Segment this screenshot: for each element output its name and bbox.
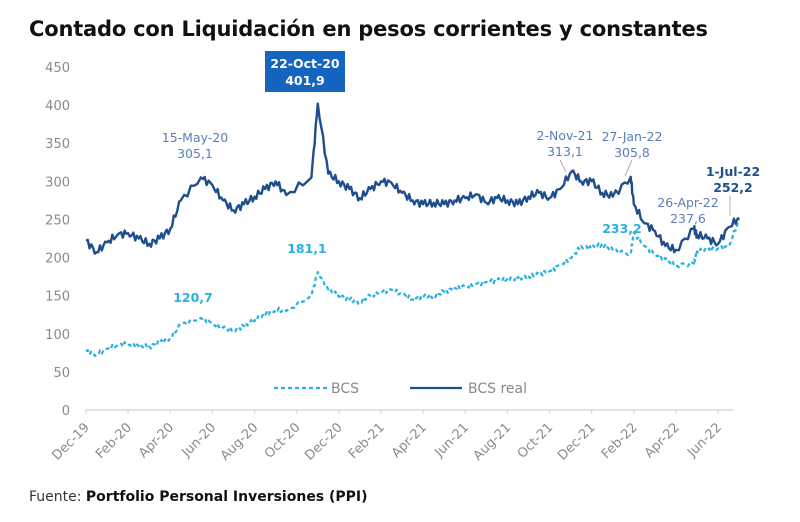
y-tick-label: 300 xyxy=(45,175,70,190)
x-tick-label: Oct-21 xyxy=(515,420,557,462)
annotation-date: 2-Nov-21 xyxy=(537,128,594,143)
y-tick-label: 150 xyxy=(45,290,70,305)
legend: BCS BCS real xyxy=(274,381,527,397)
x-tick-label: Apr-20 xyxy=(136,420,177,461)
leader-line xyxy=(624,159,633,177)
y-axis: 0 50 100 150 200 250 300 350 400 450 xyxy=(45,61,70,419)
annotation-date: 22-Oct-20 xyxy=(270,56,339,71)
x-tick-label: Feb-22 xyxy=(599,420,641,462)
x-tick-label: Apr-22 xyxy=(642,420,683,461)
leader-line xyxy=(559,159,567,173)
x-tick-label: Jun-20 xyxy=(179,420,220,461)
annotation-date: 1-Jul-22 xyxy=(706,164,760,179)
x-tick-label: Oct-20 xyxy=(262,420,304,462)
annotation-date: 15-May-20 xyxy=(162,130,229,145)
x-tick-label: Feb-20 xyxy=(93,420,135,462)
annotation-value: 305,8 xyxy=(614,145,650,160)
x-tick-label: Feb-21 xyxy=(346,420,388,462)
series-group xyxy=(85,102,741,357)
annotation-date: 27-Jan-22 xyxy=(602,129,663,144)
annotation-date: 26-Apr-22 xyxy=(657,195,718,210)
annotation-value: 305,1 xyxy=(177,146,213,161)
y-tick-label: 350 xyxy=(45,137,70,152)
annotation-value-bcs: 120,7 xyxy=(173,290,213,305)
x-tick-label: Jun-21 xyxy=(431,420,472,461)
x-tick-label: Apr-21 xyxy=(389,420,430,461)
y-tick-label: 400 xyxy=(45,99,70,114)
source-note: Fuente: Portfolio Personal Inversiones (… xyxy=(29,489,368,505)
series-line-bcs-real xyxy=(85,102,740,255)
legend-label-bcs: BCS xyxy=(331,381,359,397)
x-tick-label: Aug-21 xyxy=(471,420,515,464)
chart-title: Contado con Liquidación en pesos corrien… xyxy=(29,17,708,41)
x-tick-label: Jun-22 xyxy=(684,420,725,461)
y-tick-label: 200 xyxy=(45,252,70,267)
source-name: Portfolio Personal Inversiones (PPI) xyxy=(85,489,368,505)
y-tick-label: 0 xyxy=(62,404,70,419)
annotation-value-bcs: 233,2 xyxy=(602,221,642,236)
legend-label-bcs-real: BCS real xyxy=(468,381,527,397)
annotation-value: 313,1 xyxy=(547,144,583,159)
annotation-value-bcs: 181,1 xyxy=(287,241,327,256)
series-line-bcs xyxy=(85,218,741,357)
y-tick-label: 50 xyxy=(53,366,70,381)
highlight-box xyxy=(265,51,345,92)
annotation-value: 252,2 xyxy=(713,180,753,195)
annotation-value: 401,9 xyxy=(285,73,325,88)
source-label: Fuente: xyxy=(29,489,82,505)
y-tick-label: 250 xyxy=(45,213,70,228)
x-tick-label: Dec-20 xyxy=(302,420,345,463)
y-tick-label: 450 xyxy=(45,61,70,76)
x-tick-label: Dec-19 xyxy=(49,420,92,463)
annotation-value: 237,6 xyxy=(670,211,706,226)
y-tick-label: 100 xyxy=(45,328,70,343)
x-tick-label: Aug-20 xyxy=(218,420,262,464)
x-tick-label: Dec-21 xyxy=(555,420,598,463)
